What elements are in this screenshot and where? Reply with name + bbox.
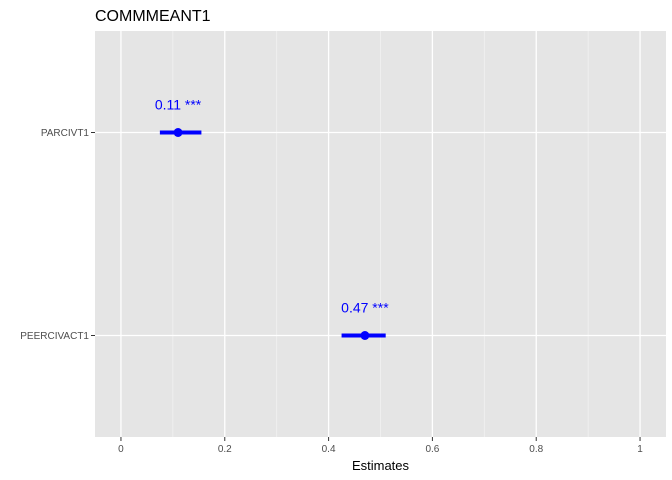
grid-lines [95, 31, 666, 437]
chart-marks: 0.11 *** 0.47 *** [155, 97, 389, 340]
y-tick-label: PARCIVT1 [41, 128, 90, 139]
y-tick-label: PEERCIVACT1 [20, 331, 89, 342]
x-tick-label: 0.8 [529, 444, 543, 455]
x-tick-label: 1 [637, 444, 643, 455]
estimate-point [173, 128, 183, 137]
estimate-label: 0.47 *** [341, 300, 389, 316]
x-axis-title: Estimates [352, 458, 410, 473]
estimate-point [360, 331, 370, 340]
x-tick-label: 0 [118, 444, 124, 455]
chart-title: COMMMEANT1 [95, 8, 211, 25]
x-tick-label: 0.2 [218, 444, 232, 455]
x-tick-label: 0.4 [322, 444, 336, 455]
axes: 0 0.2 0.4 0.6 0.8 1 PARCIVT1 PEERCIVACT1 [20, 128, 643, 455]
x-tick-label: 0.6 [425, 444, 439, 455]
estimate-label: 0.11 *** [155, 97, 202, 113]
